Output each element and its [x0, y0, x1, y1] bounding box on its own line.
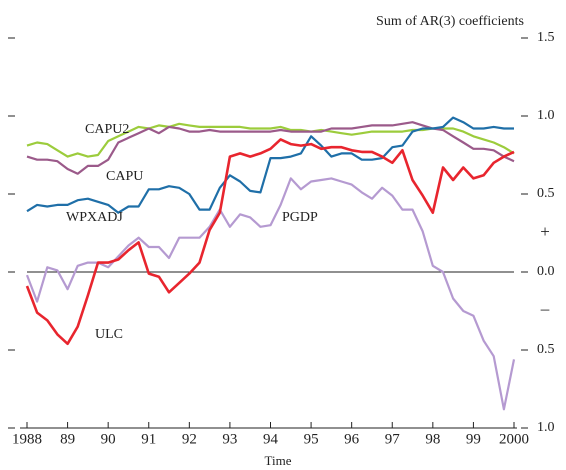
- x-tick-label: 97: [385, 431, 401, 447]
- y-tick-label: 0.0: [537, 264, 555, 279]
- y-tick-label: 1.0: [537, 420, 555, 435]
- x-tick-label: 94: [263, 431, 279, 447]
- x-tick-label: 96: [344, 431, 360, 447]
- x-tick-label: 98: [425, 431, 440, 447]
- sign-label: +: [540, 222, 550, 241]
- x-tick-label: 91: [141, 431, 156, 447]
- x-tick-label: 92: [182, 431, 197, 447]
- series-line: [25, 177, 516, 411]
- series-label: PGDP: [282, 210, 318, 225]
- y-tick-label: 0.5: [537, 342, 555, 357]
- y-axis-label: Sum of AR(3) coefficients: [376, 14, 524, 29]
- x-tick-label: 1988: [12, 431, 42, 447]
- y-tick-label: 1.5: [537, 30, 555, 45]
- y-tick-label: 1.0: [537, 108, 555, 123]
- y-tick-label: 0.5: [537, 186, 555, 201]
- x-tick-label: 89: [60, 431, 75, 447]
- sign-label: –: [540, 299, 550, 318]
- x-tick-label: 93: [222, 431, 237, 447]
- series-label: CAPU: [106, 169, 143, 184]
- series-label: WPXADJ: [66, 210, 123, 225]
- x-tick-label: 2000: [499, 431, 529, 447]
- series-label: CAPU2: [85, 122, 129, 137]
- x-axis-label: Time: [265, 453, 292, 468]
- series-line: [25, 138, 515, 346]
- x-tick-label: 99: [466, 431, 481, 447]
- x-tick-label: 90: [101, 431, 116, 447]
- series-line: [26, 116, 514, 214]
- x-tick-label: 95: [304, 431, 319, 447]
- series-label: ULC: [95, 327, 123, 342]
